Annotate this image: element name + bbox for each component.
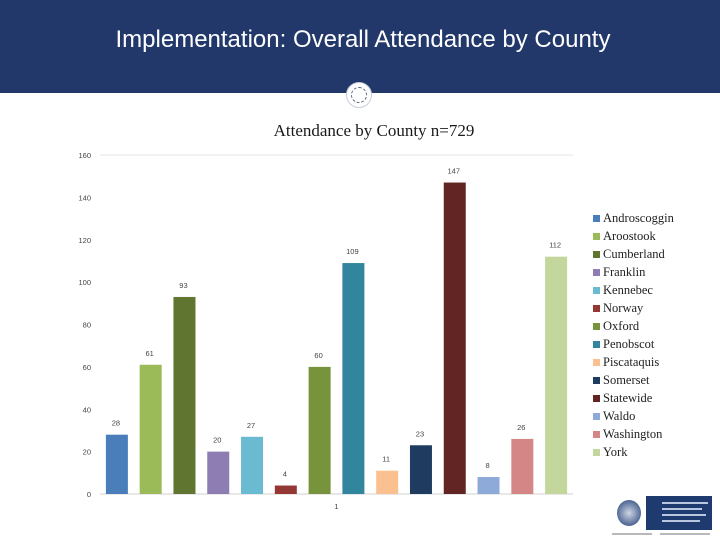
legend-swatch [593, 341, 600, 348]
legend-swatch [593, 377, 600, 384]
legend-swatch [593, 233, 600, 240]
legend-label: Piscataquis [603, 355, 660, 369]
legend-swatch [593, 305, 600, 312]
bar-oxford [308, 366, 331, 494]
y-tick-label: 140 [78, 193, 91, 202]
y-tick-label: 60 [83, 363, 91, 372]
logo-line [662, 508, 702, 510]
bar-piscataquis [376, 470, 399, 494]
bar-androscoggin [105, 434, 128, 494]
legend-swatch [593, 359, 600, 366]
y-tick-label: 100 [78, 278, 91, 287]
legend-swatch [593, 431, 600, 438]
logo-caption [612, 533, 652, 535]
legend-swatch [593, 449, 600, 456]
y-tick-label: 20 [83, 448, 91, 457]
data-label: 26 [517, 423, 525, 432]
bar-statewide [443, 182, 466, 494]
y-tick-label: 0 [87, 490, 91, 499]
state-seal-icon [612, 496, 646, 530]
bar-penobscot [342, 263, 365, 494]
legend-label: Franklin [603, 265, 646, 279]
data-label: 23 [416, 429, 424, 438]
bar-somerset [409, 445, 432, 494]
data-label: 4 [283, 470, 287, 479]
state-seal-icon-ring [617, 500, 641, 526]
legend-swatch [593, 269, 600, 276]
logo-caption [660, 533, 710, 535]
data-label: 20 [213, 436, 221, 445]
legend-swatch [593, 323, 600, 330]
department-logo [612, 496, 712, 530]
bar-york [545, 256, 568, 494]
bar-aroostook [139, 364, 162, 494]
seal-icon [346, 82, 372, 108]
chart-title: Attendance by County n=729 [273, 121, 475, 140]
y-tick-label: 160 [78, 151, 91, 160]
data-label: 27 [247, 421, 255, 430]
legend-swatch [593, 287, 600, 294]
bar-waldo [477, 477, 500, 494]
logo-line [662, 502, 708, 504]
legend-label: Oxford [603, 319, 640, 333]
data-label: 8 [485, 461, 489, 470]
data-label: 11 [382, 455, 390, 464]
slide-title: Implementation: Overall Attendance by Co… [115, 26, 611, 53]
seal-icon-inner [351, 87, 367, 103]
logo-line [662, 514, 706, 516]
legend-swatch [593, 251, 600, 258]
axis-extra-label: 1 [334, 502, 338, 511]
legend-swatch [593, 395, 600, 402]
legend-label: Kennebec [603, 283, 653, 297]
bar-washington [511, 438, 534, 494]
y-tick-label: 40 [83, 405, 91, 414]
legend-label: Somerset [603, 373, 650, 387]
legend-label: Cumberland [603, 247, 665, 261]
y-tick-label: 120 [78, 236, 91, 245]
legend-swatch [593, 413, 600, 420]
legend-label: Penobscot [603, 337, 655, 351]
logo-line [662, 520, 700, 522]
legend-label: Waldo [603, 409, 636, 423]
data-label: 60 [314, 351, 322, 360]
data-label: 147 [447, 167, 460, 176]
legend-label: Aroostook [603, 229, 656, 243]
title-banner: Implementation: Overall Attendance by Co… [0, 0, 720, 93]
data-label: 28 [112, 419, 120, 428]
y-tick-label: 80 [83, 321, 91, 330]
legend-label: Norway [603, 301, 644, 315]
data-label: 61 [146, 349, 154, 358]
legend-label: Washington [603, 427, 663, 441]
data-label: 93 [179, 281, 187, 290]
legend-label: York [603, 445, 628, 459]
legend-swatch [593, 215, 600, 222]
legend-label: Statewide [603, 391, 653, 405]
data-label: 112 [549, 241, 561, 250]
bar-franklin [207, 451, 230, 494]
bar-kennebec [241, 436, 264, 494]
bar-cumberland [173, 296, 196, 494]
bar-norway [274, 485, 297, 494]
legend-label: Androscoggin [603, 211, 674, 225]
data-label: 109 [346, 247, 359, 256]
